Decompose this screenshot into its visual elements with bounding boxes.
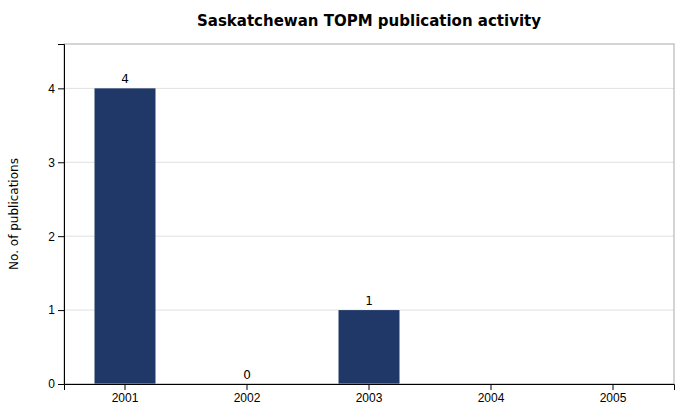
data-labels: 4 0 1: [121, 72, 373, 382]
chart-container: 2001 2002 2003 2004 2005 0 1 2 3 4 4 0 1 Saskatchewan…: [0, 0, 694, 420]
x-tick-label: 2002: [234, 391, 261, 405]
y-axis: 0 1 2 3 4: [48, 45, 64, 392]
x-tick-label: 2001: [112, 391, 139, 405]
y-tick-label: 1: [48, 303, 55, 317]
x-tick-mark: [613, 384, 614, 390]
y-axis-line: [58, 45, 65, 385]
y-tick-mark: [58, 310, 64, 311]
bar: [95, 88, 156, 384]
x-tick: 2002: [234, 384, 261, 405]
y-axis-title: No. of publications: [7, 158, 21, 270]
y-tick: 3: [48, 156, 64, 170]
x-tick-mark: [491, 384, 492, 390]
y-tick: 0: [48, 377, 64, 391]
y-tick: 4: [48, 82, 64, 96]
x-tick-mark: [125, 384, 126, 390]
data-label: 4: [121, 72, 129, 86]
y-tick-label: 4: [48, 82, 55, 96]
data-label: 0: [243, 368, 251, 382]
x-tick: 2001: [112, 384, 139, 405]
x-tick: 2004: [478, 384, 505, 405]
bar: [339, 310, 400, 384]
y-tick-label: 2: [48, 230, 55, 244]
chart-title: Saskatchewan TOPM publication activity: [197, 12, 541, 30]
data-label: 1: [365, 294, 373, 308]
y-tick: 2: [48, 230, 64, 244]
y-tick-mark: [58, 384, 64, 385]
x-tick-label: 2003: [356, 391, 383, 405]
y-tick-label: 0: [48, 377, 55, 391]
y-tick-mark: [58, 236, 64, 237]
chart-svg: 2001 2002 2003 2004 2005 0 1 2 3 4 4 0 1 Saskatchewan…: [0, 0, 694, 420]
x-axis-line: [65, 385, 675, 391]
grid: [64, 88, 674, 384]
x-tick-mark: [247, 384, 248, 390]
plot-area: 2001 2002 2003 2004 2005 0 1 2 3 4 4 0 1: [48, 44, 674, 405]
x-tick-label: 2005: [600, 391, 627, 405]
y-tick-label: 3: [48, 156, 55, 170]
y-tick: 1: [48, 303, 64, 317]
bars: [95, 88, 400, 384]
x-tick: 2003: [356, 384, 383, 405]
y-tick-mark: [58, 162, 64, 163]
x-axis: 2001 2002 2003 2004 2005: [65, 384, 675, 405]
plot-frame: [64, 44, 674, 384]
y-tick-mark: [58, 88, 64, 89]
x-tick-label: 2004: [478, 391, 505, 405]
x-tick-mark: [369, 384, 370, 390]
x-tick: 2005: [600, 384, 627, 405]
